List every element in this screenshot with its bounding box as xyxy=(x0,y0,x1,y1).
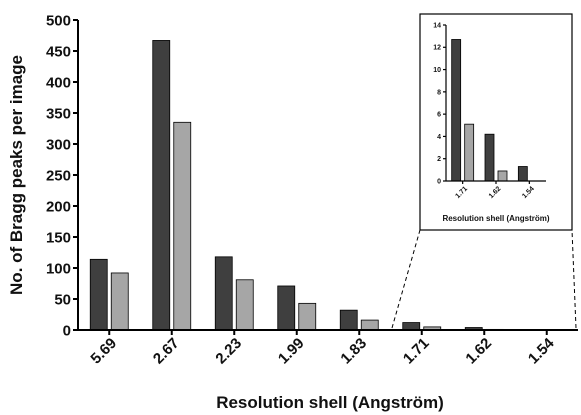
zoom-line-left xyxy=(391,229,421,329)
main-y-tick-label-250: 250 xyxy=(46,167,71,184)
main-x-tick-label-1.71: 1.71 xyxy=(400,335,433,368)
inset-y-tick-label-2: 2 xyxy=(437,156,441,163)
main-x-tick-label-1.99: 1.99 xyxy=(275,335,308,368)
main-bar-s1-1.83 xyxy=(339,309,358,331)
main-y-axis-title: No. of Bragg peaks per image xyxy=(7,55,26,295)
main-bar-s1-1.99 xyxy=(277,285,296,331)
inset-y-tick-label-10: 10 xyxy=(433,67,441,74)
main-y-tick-label-0: 0 xyxy=(63,322,71,339)
inset-y-tick-label-0: 0 xyxy=(437,178,441,185)
main-x-tick-label-1.62: 1.62 xyxy=(462,335,495,368)
main-x-tick-label-2.67: 2.67 xyxy=(150,335,183,368)
main-x-axis-title: Resolution shell (Angström) xyxy=(216,393,444,412)
inset-frame xyxy=(419,13,573,231)
inset-x-axis-title: Resolution shell (Angström) xyxy=(442,214,549,223)
main-y-tick-label-100: 100 xyxy=(46,260,71,277)
zoom-line-right xyxy=(571,229,577,329)
main-y-tick-label-500: 500 xyxy=(46,12,71,29)
main-bar-s1-2.23 xyxy=(214,256,233,331)
main-bar-s1-1.71 xyxy=(402,322,421,331)
inset-bar-s2-1.71 xyxy=(464,123,475,182)
main-y-tick-label-450: 450 xyxy=(46,43,71,60)
inset-y-tick-label-12: 12 xyxy=(433,45,441,52)
main-bar-s1-2.67 xyxy=(152,40,171,331)
inset-bar-s1-1.54 xyxy=(517,166,528,182)
inset-y-tick-label-14: 14 xyxy=(433,22,441,29)
main-bar-s2-1.83 xyxy=(360,319,379,331)
main-bar-s2-2.23 xyxy=(235,279,254,331)
main-bar-s2-5.69 xyxy=(110,272,129,331)
inset-y-tick-label-6: 6 xyxy=(437,112,441,119)
main-y-tick-label-50: 50 xyxy=(54,291,71,308)
main-y-tick-label-400: 400 xyxy=(46,74,71,91)
main-x-tick-label-1.83: 1.83 xyxy=(337,335,370,368)
inset-bar-s1-1.62 xyxy=(484,133,495,182)
main-bar-s2-2.67 xyxy=(173,121,192,331)
main-x-tick-label-5.69: 5.69 xyxy=(87,335,120,368)
main-bar-s1-5.69 xyxy=(89,258,108,331)
inset-bar-s2-1.62 xyxy=(497,170,508,182)
inset-y-tick-label-4: 4 xyxy=(437,134,441,141)
main-y-tick-label-200: 200 xyxy=(46,198,71,215)
inset-zoom-lines xyxy=(391,229,577,329)
main-y-tick-label-350: 350 xyxy=(46,105,71,122)
main-y-tick-label-300: 300 xyxy=(46,136,71,153)
inset-bar-s1-1.71 xyxy=(451,39,462,182)
main-x-tick-label-1.54: 1.54 xyxy=(525,334,558,367)
main-y-tick-label-150: 150 xyxy=(46,229,71,246)
main-x-tick-label-2.23: 2.23 xyxy=(212,335,245,368)
inset-y-tick-label-8: 8 xyxy=(437,89,441,96)
main-bar-s2-1.99 xyxy=(298,302,317,331)
